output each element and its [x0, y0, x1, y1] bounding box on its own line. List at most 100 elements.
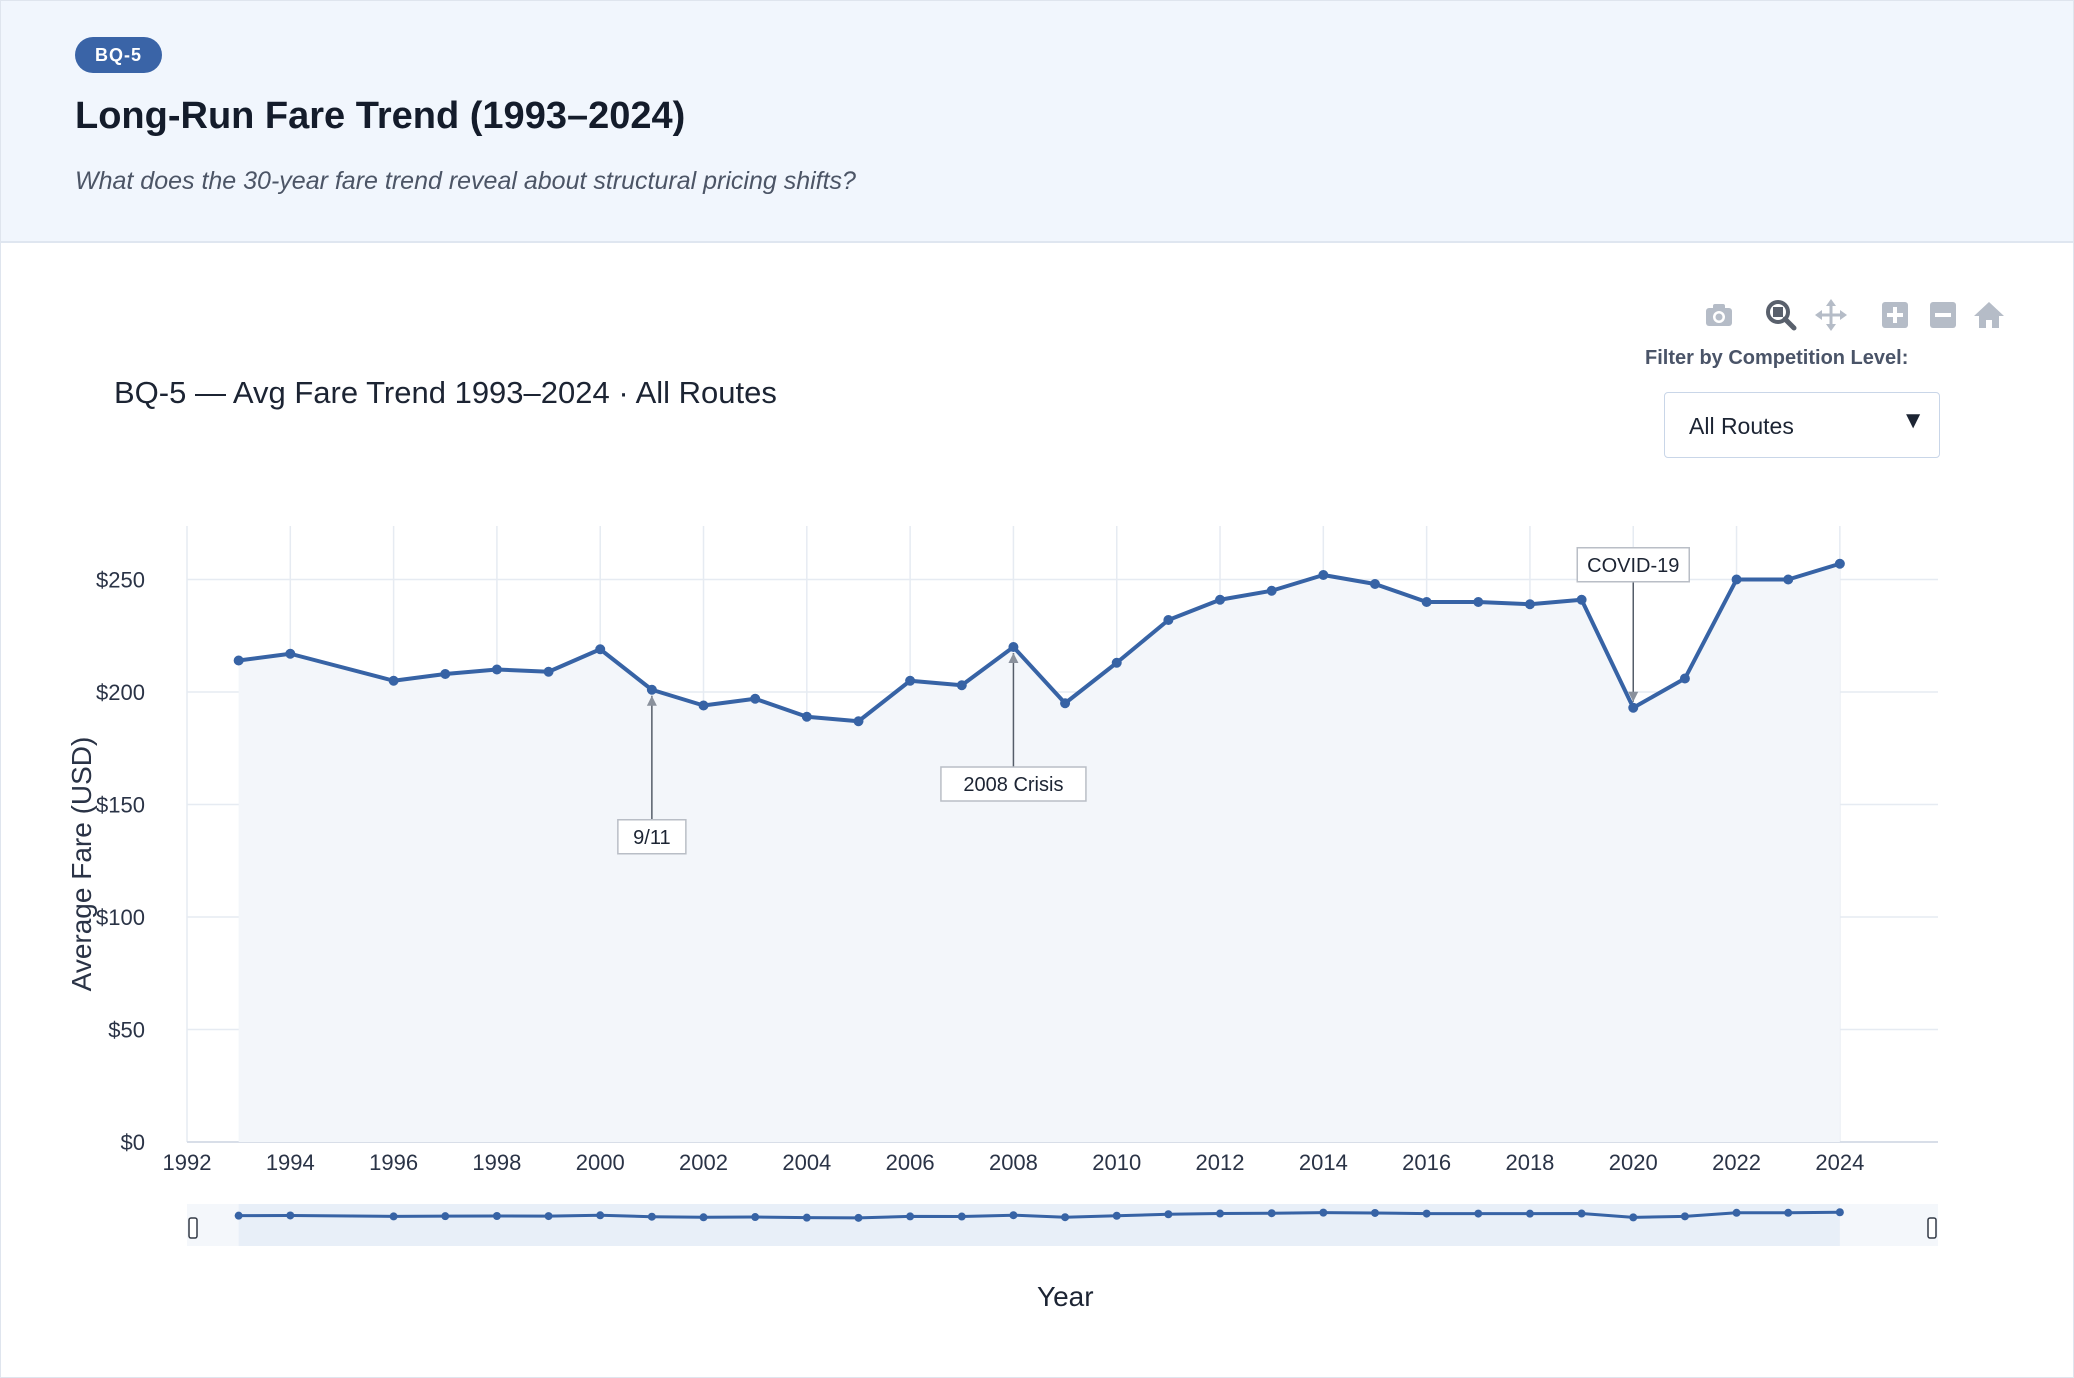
range-slider-point [492, 1212, 501, 1220]
data-point [1834, 558, 1845, 569]
range-slider-point [854, 1213, 863, 1222]
annotation: COVID-19 [1576, 547, 1691, 702]
data-point [1369, 579, 1380, 589]
annotation-box [1576, 547, 1691, 583]
range-slider-point [802, 1213, 811, 1222]
range-slider-point [957, 1212, 966, 1221]
data-point [698, 700, 709, 711]
question-badge: BQ-5 [75, 37, 163, 73]
data-point [1421, 597, 1432, 607]
x-tick-label: 2018 [1505, 1150, 1554, 1175]
x-tick-label: 1994 [266, 1150, 315, 1175]
competition-filter-select[interactable]: All Routes ▼ [1664, 392, 1940, 458]
y-tick-label: $100 [96, 905, 145, 930]
annotation-arrowhead [1628, 691, 1639, 702]
x-tick-label: 2002 [679, 1150, 728, 1175]
annotation-arrowhead [1008, 653, 1019, 663]
data-point [440, 669, 451, 679]
range-slider-point [1629, 1213, 1638, 1222]
data-point [595, 644, 606, 655]
x-tick-label: 2010 [1092, 1150, 1141, 1175]
data-point [853, 716, 864, 727]
page-title: Long-Run Fare Trend (1993–2024) [75, 95, 686, 137]
annotation-box [617, 819, 687, 855]
range-slider-point [1216, 1209, 1225, 1218]
range-slider-point [1784, 1208, 1793, 1217]
range-slider-point [751, 1213, 760, 1222]
data-point [1679, 673, 1690, 684]
range-slider-window [238, 1204, 1840, 1246]
x-tick-label: 2008 [989, 1150, 1038, 1175]
range-slider-handle-left[interactable] [188, 1217, 198, 1239]
data-point [1524, 599, 1535, 610]
annotation-label: 2008 Crisis [963, 774, 1063, 796]
data-point [388, 675, 399, 686]
zoom-in-icon[interactable] [1877, 297, 1913, 333]
range-slider-point [1680, 1212, 1689, 1221]
annotation-label: 9/11 [633, 827, 670, 849]
select-value: All Routes [1689, 413, 1794, 439]
chart-title: BQ-5 — Avg Fare Trend 1993–2024 · All Ro… [114, 375, 777, 410]
data-point [491, 664, 502, 675]
range-slider-point [1732, 1208, 1741, 1217]
y-tick-label: $150 [96, 793, 145, 818]
range-slider-point [1009, 1211, 1018, 1220]
data-point [1731, 574, 1742, 585]
x-tick-label: 1998 [472, 1150, 521, 1175]
range-slider-point [1319, 1208, 1328, 1217]
line-chart[interactable]: $0 $50 $100 $150 $200 $250 1992 1994 1996 1998 200… [1, 501, 2073, 1301]
x-tick-label: 2004 [782, 1150, 831, 1175]
range-slider-point [1267, 1209, 1276, 1218]
range-slider-point [389, 1212, 398, 1221]
data-point [1473, 597, 1484, 607]
y-tick-label: $0 [121, 1130, 145, 1155]
chevron-down-icon: ▼ [1901, 407, 1925, 434]
data-point [1318, 570, 1329, 580]
range-slider-point [544, 1212, 553, 1221]
data-point [285, 648, 296, 659]
x-tick-label: 2006 [886, 1150, 935, 1175]
data-point [1163, 615, 1174, 625]
data-point [1783, 574, 1794, 585]
zoom-out-icon[interactable] [1925, 297, 1961, 333]
annotation-box [940, 766, 1087, 802]
range-slider-point [234, 1211, 243, 1220]
filter-label: Filter by Competition Level: [1645, 347, 1909, 369]
data-point [233, 655, 244, 666]
range-slider-point [1164, 1210, 1173, 1219]
data-point [905, 675, 916, 686]
data-point [956, 680, 967, 691]
y-tick-label: $250 [96, 568, 145, 593]
data-point [543, 666, 554, 677]
x-tick-label: 2024 [1815, 1150, 1864, 1175]
series-area [238, 563, 1840, 1142]
range-slider-point [1474, 1209, 1483, 1218]
annotation: 9/11 [617, 695, 687, 855]
range-slider-point [286, 1211, 295, 1220]
data-point [1008, 642, 1019, 652]
range-slider-point [1061, 1213, 1070, 1222]
range-slider-point [906, 1212, 915, 1221]
x-tick-label: 2012 [1196, 1150, 1245, 1175]
x-tick-label: 2016 [1402, 1150, 1451, 1175]
y-tick-label: $50 [108, 1018, 145, 1043]
data-point [1266, 585, 1277, 596]
data-point [1111, 657, 1122, 668]
range-slider-point [1370, 1208, 1379, 1217]
zoom-icon[interactable] [1763, 297, 1799, 333]
camera-icon[interactable] [1701, 297, 1737, 333]
range-slider-point [1422, 1209, 1431, 1218]
pan-icon[interactable] [1813, 297, 1849, 333]
x-tick-label: 2014 [1299, 1150, 1348, 1175]
data-point [646, 684, 657, 695]
data-point [1215, 594, 1226, 605]
range-slider-point [1577, 1209, 1586, 1218]
annotation: 2008 Crisis [940, 653, 1087, 802]
range-slider-point [647, 1212, 656, 1221]
range-slider-point [596, 1211, 605, 1220]
y-axis-title: Average Fare (USD) [66, 737, 97, 992]
home-icon[interactable] [1971, 297, 2007, 333]
data-point [750, 693, 761, 704]
annotation-label: COVID-19 [1587, 555, 1679, 577]
range-slider-handle-right[interactable] [1927, 1217, 1937, 1239]
